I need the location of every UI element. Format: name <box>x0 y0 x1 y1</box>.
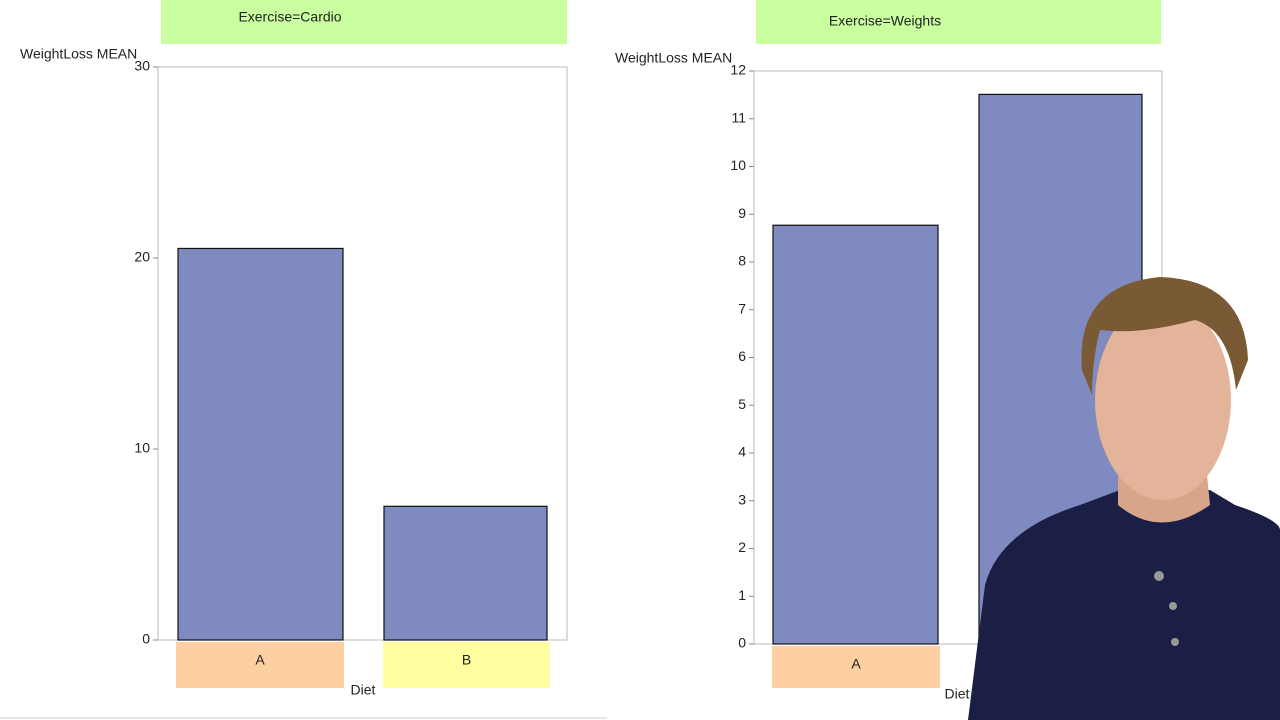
y-tick-label: 8 <box>738 253 746 269</box>
plot-frame <box>157 66 568 641</box>
x-tick-label: A <box>255 652 265 668</box>
y-tick-label: 0 <box>142 631 150 647</box>
bar <box>383 505 548 641</box>
y-tick-label: 12 <box>730 62 746 78</box>
x-tick-label: A <box>851 656 861 672</box>
y-tick-label: 6 <box>738 348 746 364</box>
y-tick-label: 0 <box>738 635 746 651</box>
presenter-shirt <box>968 490 1280 720</box>
y-tick-label: 11 <box>731 109 746 125</box>
y-tick-label: 2 <box>738 539 746 555</box>
y-tick-label: 10 <box>134 440 150 456</box>
presenter-button <box>1171 638 1179 646</box>
y-tick-label: 4 <box>738 444 746 460</box>
presenter-face <box>1095 300 1231 500</box>
y-tick-label: 30 <box>134 58 150 74</box>
y-tick-label: 7 <box>738 300 746 316</box>
category-box <box>383 642 550 688</box>
y-tick-label: 10 <box>730 157 746 173</box>
header <box>161 0 567 44</box>
x-axis-label: Diet <box>351 682 376 698</box>
presenter-hair <box>1081 277 1248 395</box>
presenter-button <box>1154 571 1164 581</box>
y-tick-label: 9 <box>738 205 746 221</box>
y-axis-label: WeightLoss MEAN <box>615 50 732 66</box>
bar <box>177 247 344 641</box>
x-tick-label: B <box>462 652 471 668</box>
header <box>756 0 1161 44</box>
x-axis-label: Diet <box>945 686 970 702</box>
y-axis-label: WeightLoss MEAN <box>20 46 137 62</box>
y-tick-label: 5 <box>738 396 746 412</box>
chart-title: Exercise=Cardio <box>238 9 341 25</box>
chart-title: Exercise=Weights <box>829 13 941 29</box>
presenter-button <box>1169 602 1177 610</box>
y-tick-label: 1 <box>738 587 746 603</box>
category-box <box>176 642 344 688</box>
y-tick-label: 20 <box>134 249 150 265</box>
y-tick-label: 3 <box>738 491 746 507</box>
category-box <box>772 646 940 688</box>
bar <box>772 224 939 645</box>
